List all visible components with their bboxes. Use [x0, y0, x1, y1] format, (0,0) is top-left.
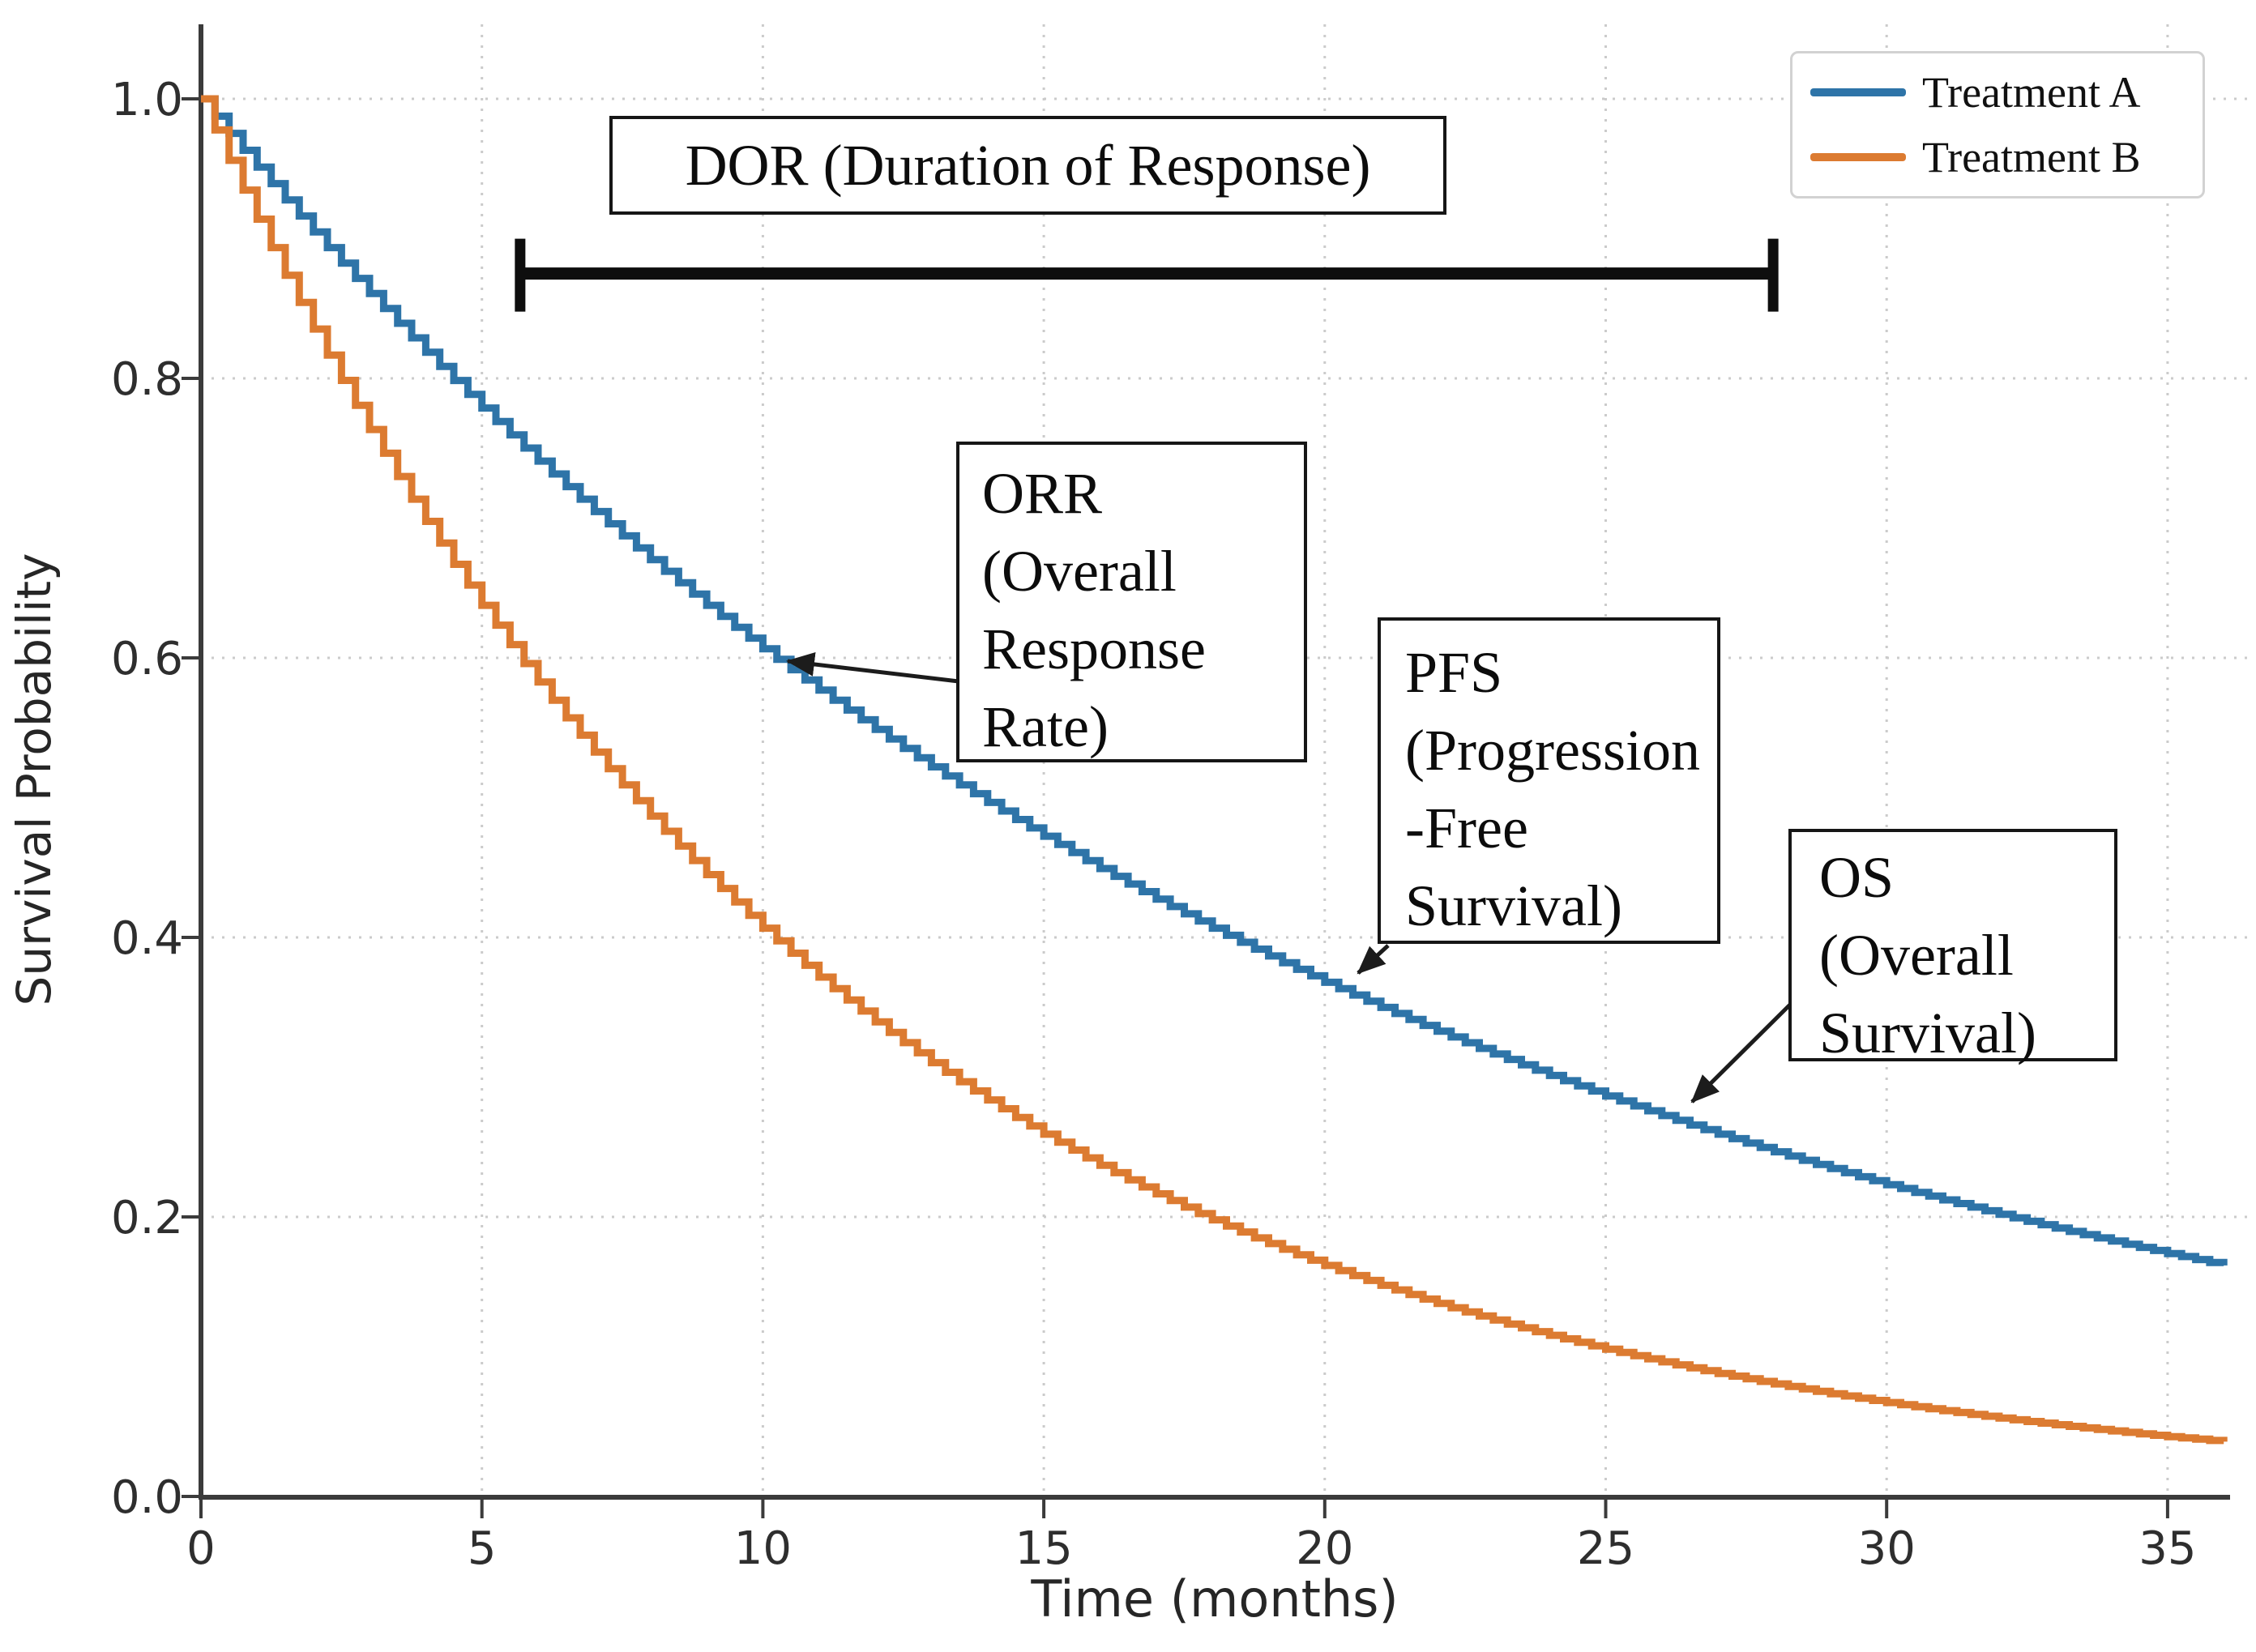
y-tick-labels: 1.0 0.8 0.6 0.4 0.2 0.0 [111, 74, 183, 1524]
y-tick-label: 0.0 [111, 1471, 183, 1524]
pfs-annotation-line: -Free [1405, 796, 1528, 860]
legend-label: Treatment B [1922, 133, 2141, 181]
os-annotation-box: OS (Overall Survival) [1788, 829, 2117, 1065]
annotation-arrows [786, 651, 1797, 1103]
orr-annotation-line: Response [982, 617, 1206, 681]
x-tick-label: 30 [1858, 1522, 1916, 1575]
curve-treatment-b [201, 95, 2228, 1445]
pfs-annotation-line: PFS [1405, 640, 1503, 705]
x-tick-labels: 0 5 10 15 20 25 30 35 [186, 1522, 2196, 1575]
x-tick-label: 5 [468, 1522, 497, 1575]
orr-annotation-box: ORR (Overall Response Rate) [956, 442, 1307, 762]
y-tick-label: 0.8 [111, 353, 183, 406]
y-tick-label: 0.6 [111, 633, 183, 685]
y-tick-label: 1.0 [111, 74, 183, 126]
x-tick-label: 35 [2138, 1522, 2196, 1575]
os-annotation-line: Survival) [1819, 1001, 2036, 1065]
os-annotation-line: (Overall [1819, 923, 2014, 988]
pfs-annotation-line: (Progression [1405, 718, 1700, 783]
dor-annotation-text: DOR (Duration of Response) [685, 133, 1371, 198]
legend-label: Treatment A [1922, 68, 2141, 117]
dor-annotation-box: DOR (Duration of Response) [609, 116, 1446, 215]
orr-annotation-line: (Overall [982, 539, 1177, 604]
legend: Treatment A Treatment B [1790, 51, 2205, 198]
pfs-annotation-line: Survival) [1405, 873, 1622, 938]
treatment-b-line-swatch [1810, 153, 1906, 161]
os-arrow [1690, 998, 1797, 1103]
legend-item-treatment-b: Treatment B [1810, 132, 2185, 182]
treatment-a-line-swatch [1810, 88, 1906, 96]
x-tick-label: 20 [1296, 1522, 1353, 1575]
pfs-annotation-box: PFS (Progression -Free Survival) [1378, 617, 1720, 944]
axis-spines [199, 24, 2230, 1500]
y-axis-title: Survival Probability [6, 553, 62, 1006]
x-axis-title: Time (months) [1030, 1569, 1398, 1629]
x-tick-label: 0 [186, 1522, 216, 1575]
orr-annotation-line: Rate) [982, 694, 1109, 759]
x-tick-label: 15 [1015, 1522, 1072, 1575]
x-tick-label: 10 [734, 1522, 792, 1575]
axis-tick-marks [182, 97, 2169, 1518]
curve-treatment-a [201, 95, 2228, 1266]
dor-bracket [515, 238, 1779, 312]
os-annotation-line: OS [1819, 845, 1895, 910]
pfs-arrow [1357, 944, 1390, 975]
orr-annotation-line: ORR [982, 461, 1103, 526]
x-tick-label: 25 [1577, 1522, 1634, 1575]
legend-item-treatment-a: Treatment A [1810, 67, 2185, 117]
orr-arrow [786, 651, 959, 684]
y-tick-label: 0.4 [111, 912, 183, 965]
y-tick-label: 0.2 [111, 1192, 183, 1244]
survival-curves [201, 95, 2228, 1445]
